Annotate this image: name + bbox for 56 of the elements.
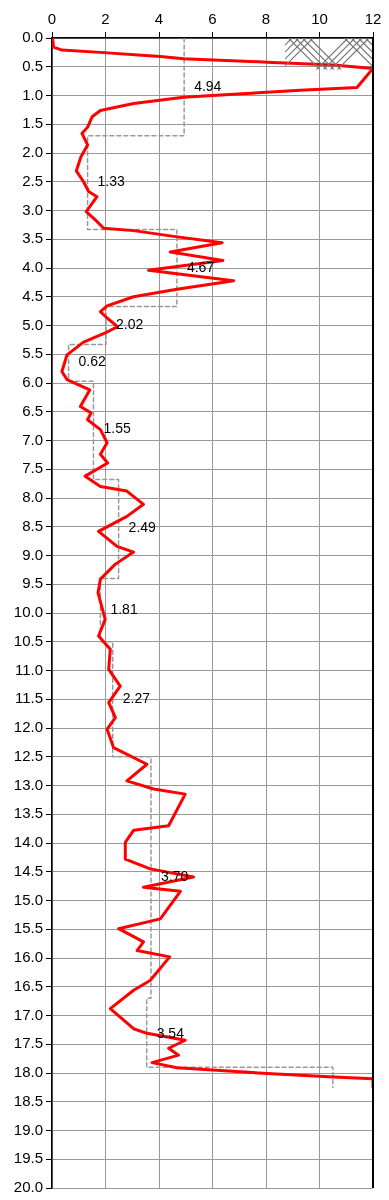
annotation: 1.55 (103, 420, 131, 437)
y-tick-label: 20.0 (13, 1178, 43, 1196)
x-tick-label: 0 (47, 10, 57, 28)
y-tick-label: 9.5 (22, 574, 43, 592)
y-tick-label: 12.0 (13, 718, 43, 736)
y-tick-label: 15.5 (13, 919, 43, 937)
y-tick-label: 10.0 (13, 603, 43, 621)
y-tick-label: 17.5 (13, 1034, 43, 1052)
y-tick-label: 16.5 (13, 976, 43, 994)
y-tick-label: 10.5 (13, 631, 43, 649)
y-tick-label: 18.0 (13, 1063, 43, 1081)
y-tick-label: 0.0 (22, 28, 43, 46)
y-tick-label: 1.5 (22, 114, 43, 132)
y-tick-label: 14.5 (13, 861, 43, 879)
y-tick-label: 19.5 (13, 1149, 43, 1167)
y-tick-label: 8.0 (22, 488, 43, 506)
y-tick-label: 3.0 (22, 200, 43, 218)
x-tick-label: 6 (208, 10, 217, 28)
annotation: 4.94 (194, 78, 222, 95)
y-tick-label: 5.0 (22, 315, 43, 333)
y-tick-label: 16.0 (13, 948, 43, 966)
y-tick-label: 7.0 (22, 430, 43, 448)
y-tick-label: 5.5 (22, 344, 43, 362)
y-tick-label: 7.5 (22, 459, 43, 477)
y-tick-label: 0.5 (22, 56, 43, 74)
x-tick-label: 12 (364, 10, 382, 28)
y-tick-label: 6.5 (22, 401, 43, 419)
y-tick-label: 2.5 (22, 171, 43, 189)
y-tick-label: 11.5 (14, 689, 43, 707)
annotation: 1.81 (110, 600, 138, 617)
x-tick-label: 10 (311, 10, 328, 28)
annotation: 2.02 (116, 316, 144, 333)
y-tick-label: 19.0 (13, 1120, 43, 1138)
y-tick-label: 13.0 (13, 775, 43, 793)
y-tick-label: 18.5 (13, 1091, 43, 1109)
y-tick-label: 11.0 (14, 660, 43, 678)
x-tick-label: 8 (261, 10, 271, 28)
y-tick-label: 9.0 (22, 545, 43, 563)
y-tick-label: 17.0 (13, 1005, 43, 1023)
annotation: 1.33 (97, 172, 126, 189)
x-tick-label: 2 (101, 10, 110, 28)
annotation: 0.62 (78, 353, 107, 370)
annotation: 2.49 (128, 519, 157, 536)
y-tick-label: 12.5 (13, 746, 43, 764)
y-tick-label: 15.0 (13, 890, 43, 908)
y-tick-label: 4.0 (22, 258, 43, 276)
y-tick-label: 2.0 (22, 143, 43, 161)
y-tick-label: 14.0 (13, 833, 43, 851)
y-tick-label: 13.5 (13, 804, 43, 822)
y-tick-label: 3.5 (22, 229, 43, 247)
annotation: 2.27 (122, 690, 151, 707)
y-tick-label: 1.0 (22, 85, 43, 103)
y-tick-label: 6.0 (22, 373, 43, 391)
y-tick-label: 4.5 (22, 286, 43, 304)
x-tick-label: 4 (154, 10, 164, 28)
y-tick-label: 8.5 (22, 516, 43, 534)
